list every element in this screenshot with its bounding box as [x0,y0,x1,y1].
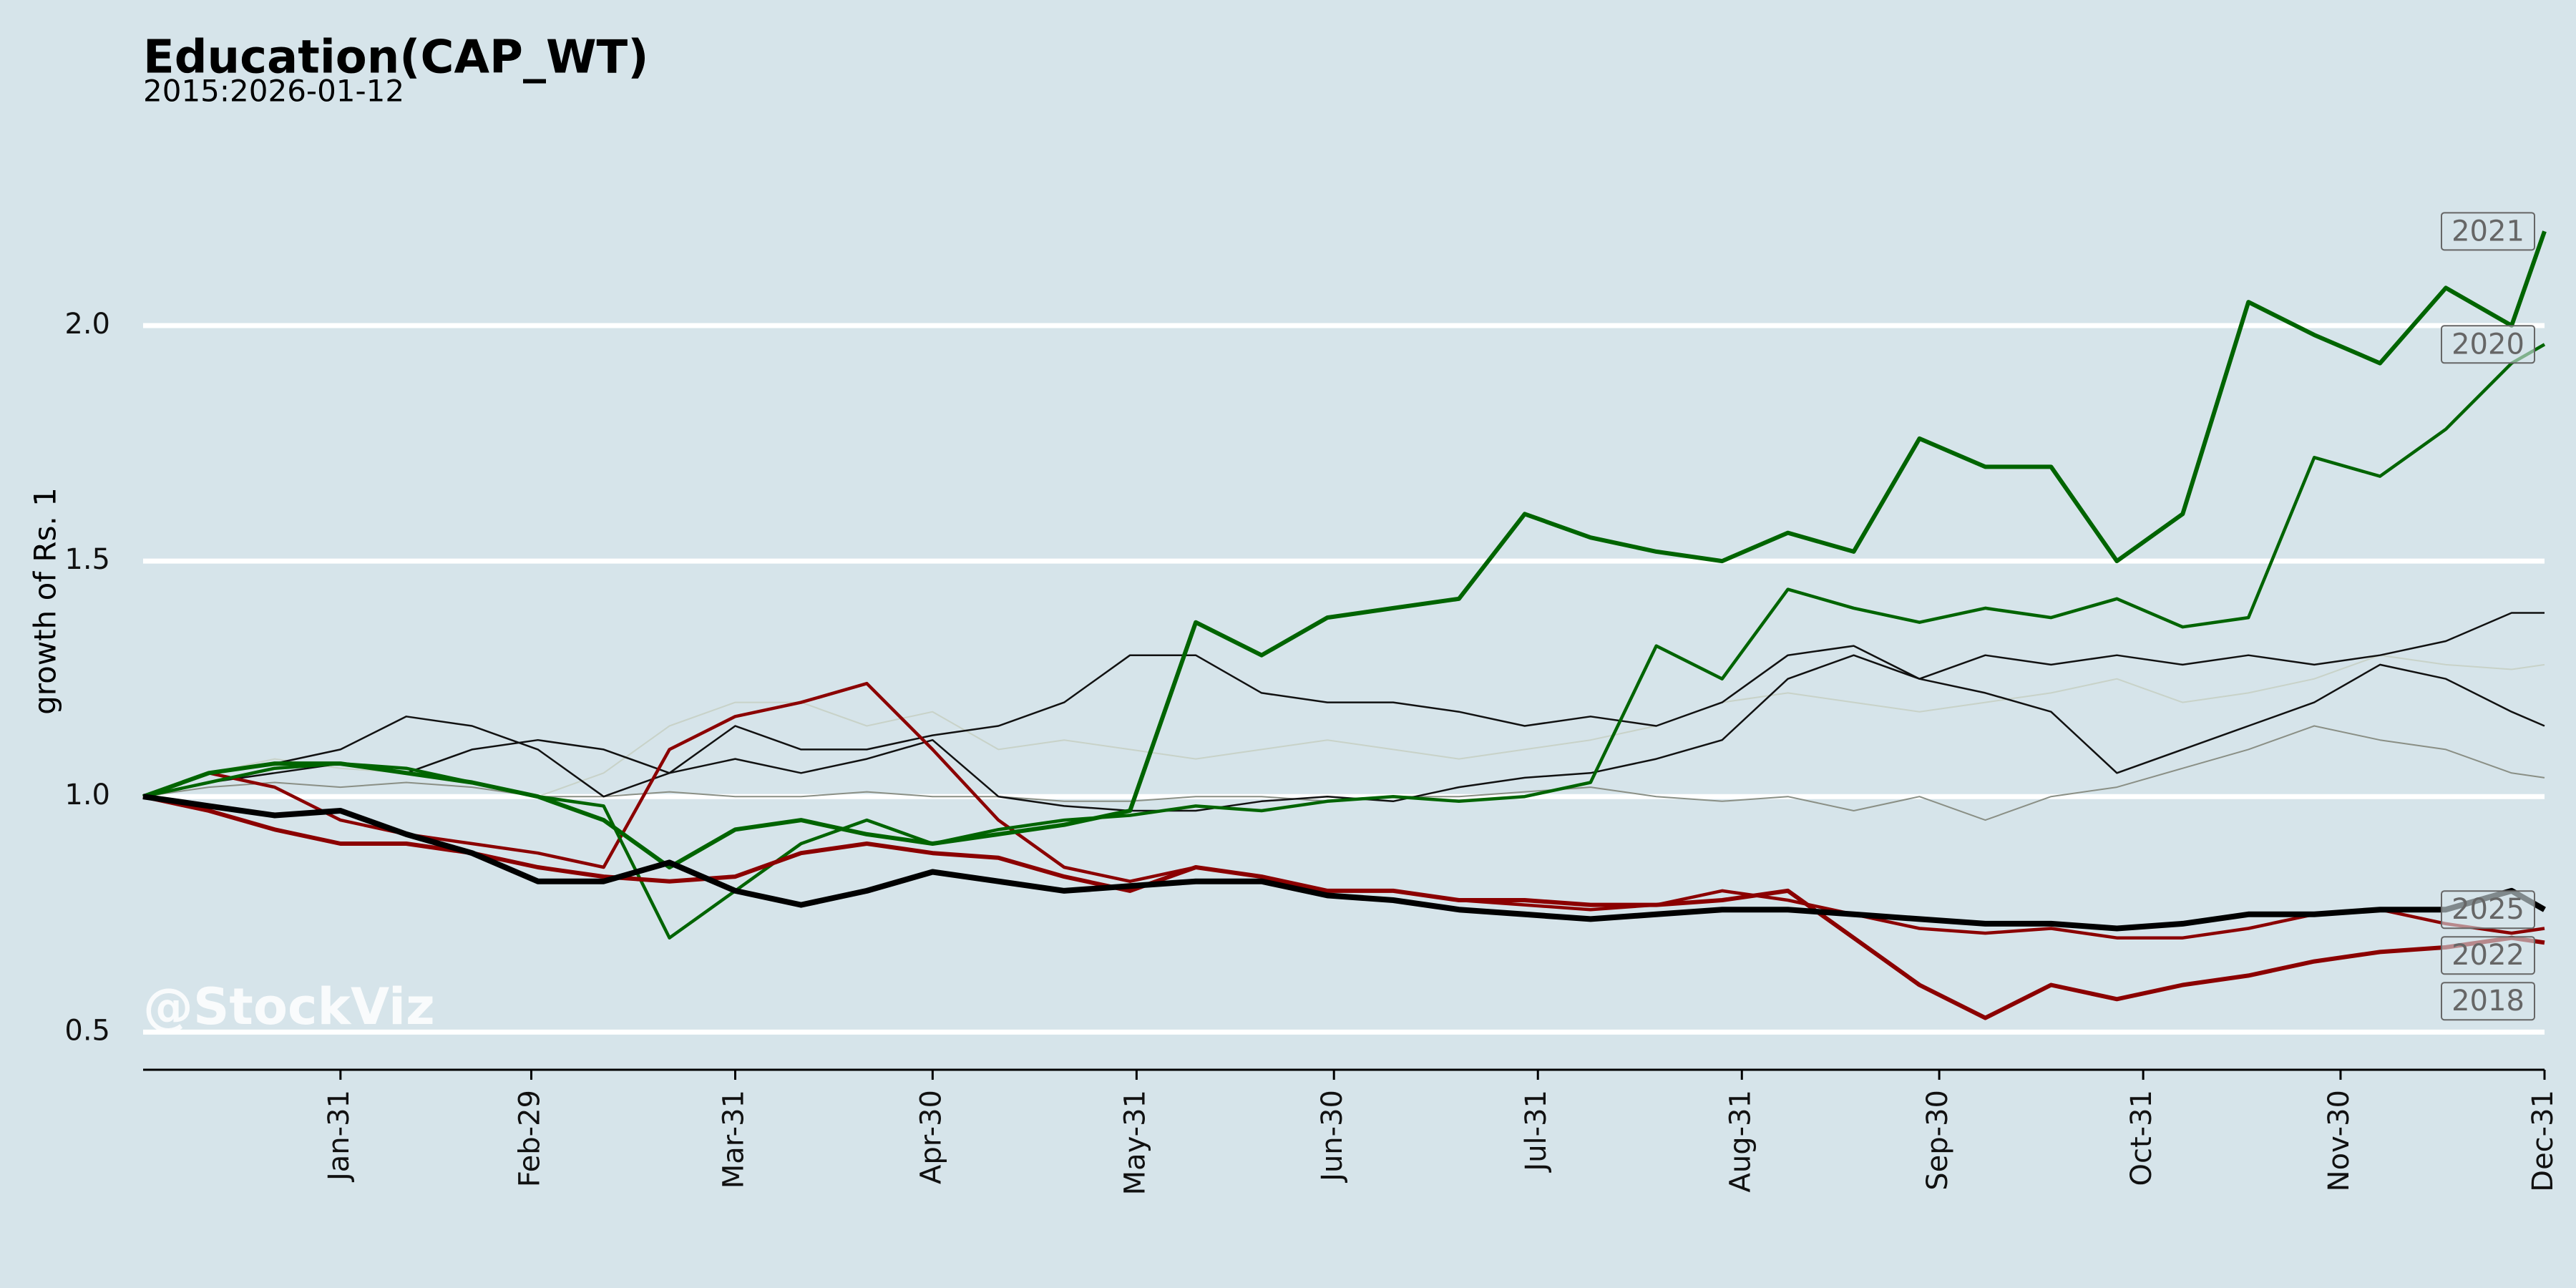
series-line [142,794,2545,1020]
x-tick-label: Aug-31 [1724,1090,1757,1192]
x-tick-label: Oct-31 [2125,1090,2158,1186]
chart-title: Education(CAP_WT) [143,31,648,84]
y-tick-label: 0.5 [64,1014,110,1047]
x-tick-label: Dec-31 [2527,1090,2560,1192]
watermark: @StockViz [143,977,435,1036]
x-axis: Jan-31 Feb-29 Mar-31 Apr-30 May-31 Jun-30 Jul-… [143,1068,2560,1195]
x-tick-label: Feb-29 [513,1090,546,1187]
x-tick-label: Jan-31 [323,1090,356,1183]
series-line [142,654,2545,798]
end-label: 2018 [2451,985,2524,1018]
y-tick-label: 1.5 [64,543,110,576]
x-tick-label: Sep-30 [1921,1090,1954,1191]
series-line [142,230,2547,869]
end-labels: 2021 2020 2025 2022 2018 [2441,212,2535,1021]
x-tick-label: Mar-31 [718,1090,751,1189]
end-label: 2022 [2451,939,2524,972]
end-label-box [2441,936,2535,975]
x-tick-label: Jul-31 [1520,1090,1553,1174]
series-line [142,794,2546,932]
end-label: 2020 [2451,328,2524,361]
end-label-box [2441,982,2535,1021]
series-line [142,612,2545,798]
end-label: 2021 [2451,215,2524,248]
x-tick-label: May-31 [1118,1090,1151,1195]
series-line [142,343,2546,940]
lines [142,230,2547,1020]
end-label-box [2441,890,2535,930]
y-axis-label: growth of Rs. 1 [28,487,63,715]
end-label: 2025 [2451,893,2524,926]
y-tick-label: 1.0 [64,779,110,811]
x-tick-label: Nov-30 [2323,1090,2356,1191]
y-tick-label: 2.0 [64,308,110,341]
end-label-box [2441,212,2535,251]
end-label-box [2441,325,2535,364]
x-tick-label: Jun-30 [1316,1090,1349,1184]
grid: 0.5 1.0 1.5 2.0 [64,308,2545,1047]
x-tick-label: Apr-30 [914,1090,947,1184]
chart-subtitle: 2015:2026-01-12 [143,74,404,109]
